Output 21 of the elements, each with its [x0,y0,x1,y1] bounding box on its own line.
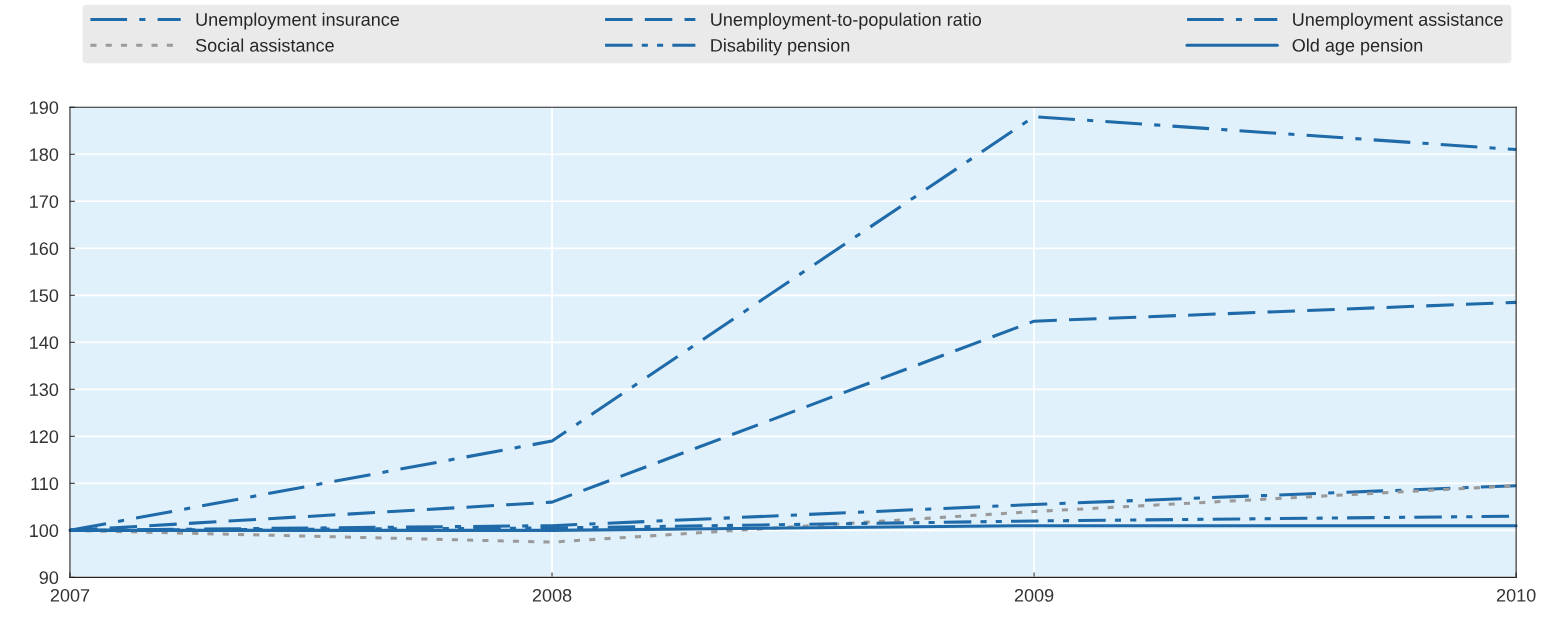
legend-label: Old age pension [1292,38,1423,56]
legend-label: Unemployment-to-population ratio [711,12,982,30]
y-tick-label: 120 [30,430,59,444]
legend-label: Disability pension [711,38,850,56]
x-tick-label: 2010 [1496,588,1536,602]
x-tick-label: 2007 [50,588,90,602]
y-tick-label: 160 [30,242,59,256]
x-tick-label: 2008 [532,588,572,602]
y-tick-label: 180 [30,148,59,161]
y-tick-label: 190 [30,101,59,114]
legend-label: Unemployment assistance [1293,12,1503,30]
y-tick-label: 150 [30,289,59,303]
y-tick-label: 90 [39,571,59,585]
y-tick-label: 100 [30,524,59,538]
y-tick-label: 110 [31,477,59,491]
y-tick-label: 170 [30,195,59,209]
x-tick-label: 2009 [1014,588,1054,602]
y-tick-label: 130 [30,383,59,397]
legend-label: Social assistance [195,38,334,52]
legend-label: Unemployment insurance [196,12,400,30]
y-tick-label: 140 [30,336,59,350]
